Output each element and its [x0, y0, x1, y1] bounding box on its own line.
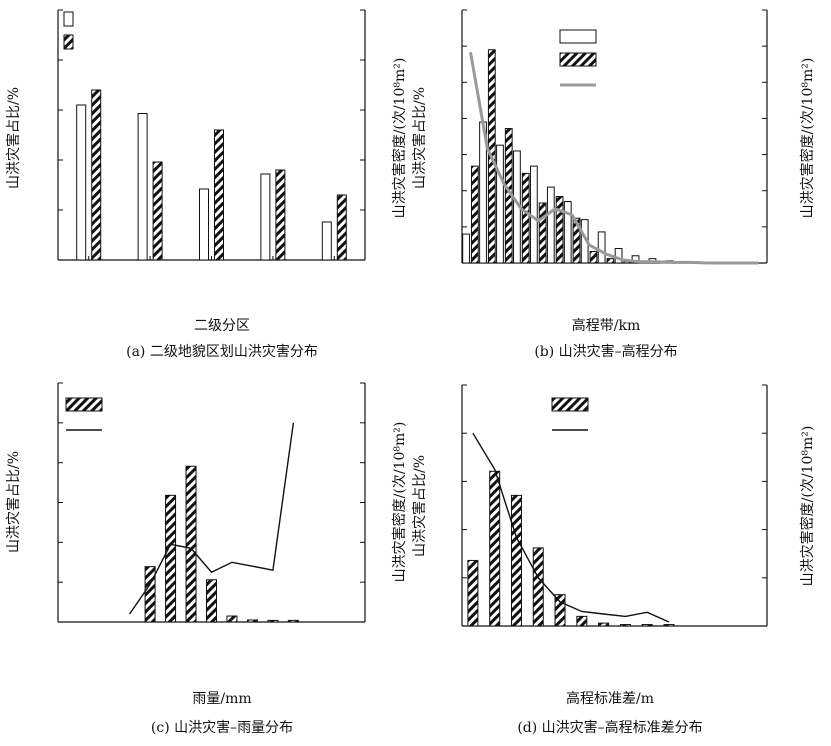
- panel-b-caption: (b) 山洪灾害–高程分布: [534, 343, 677, 360]
- bar-hatch: [206, 579, 217, 623]
- panel-a: (a) 二级地貌区划山洪灾害分布 二级分区 山洪灾害占比/% 山洪灾害密度/(次…: [5, 9, 408, 360]
- bar-hatch: [246, 619, 258, 623]
- bar-share: [260, 173, 271, 261]
- bar-share: [321, 221, 332, 261]
- bar-hatch: [267, 619, 279, 623]
- bar-share: [137, 113, 148, 261]
- legend-swatch-bar: [559, 52, 597, 67]
- panel-a-ylabel2: 山洪灾害密度/(次/10⁸m²): [391, 58, 408, 219]
- legend-swatch-bar: [559, 29, 597, 44]
- bar-hatch: [489, 470, 501, 627]
- bar-hatch: [532, 547, 544, 627]
- bar-hatch: [470, 165, 479, 264]
- bar-hatch: [538, 202, 547, 264]
- bar-density: [91, 89, 102, 261]
- bar-hatch: [287, 619, 299, 623]
- panel-b-ylabel2: 山洪灾害密度/(次/10⁸m²): [799, 58, 816, 219]
- bar-plain: [496, 144, 504, 264]
- panel-d-ylabel2: 山洪灾害密度/(次/10⁸m²): [799, 426, 816, 587]
- panel-d-ylabel: 山洪灾害占比/%: [411, 455, 428, 557]
- bar-hatch: [576, 615, 588, 627]
- bar-hatch: [572, 217, 581, 264]
- bar-share: [199, 188, 209, 261]
- panel-c-ylabel: 山洪灾害占比/%: [5, 451, 22, 553]
- panel-c-xlabel: 雨量/mm: [192, 691, 251, 707]
- bar-plain: [631, 255, 640, 264]
- bar-plain: [597, 231, 606, 264]
- panel-b-ylabel: 山洪灾害占比/%: [411, 87, 428, 189]
- panel-a-ylabel: 山洪灾害占比/%: [5, 87, 22, 189]
- density-line: [129, 422, 295, 615]
- bar-hatch: [589, 250, 598, 264]
- panel-b-xlabel: 高程带/km: [572, 317, 640, 334]
- bar-hatch: [554, 594, 566, 627]
- bar-hatch: [467, 559, 479, 627]
- panel-a-caption: (a) 二级地貌区划山洪灾害分布: [126, 343, 318, 360]
- bar-density: [336, 194, 347, 261]
- panel-a-xlabel: 二级分区: [194, 318, 250, 334]
- bar-hatch: [555, 195, 564, 264]
- bar-hatch: [226, 615, 238, 623]
- bar-hatch: [619, 624, 631, 627]
- bar-plain: [462, 233, 470, 264]
- bar-hatch: [165, 494, 177, 623]
- bar-density: [152, 161, 163, 261]
- legend-swatch-bar: [551, 397, 589, 412]
- bar-plain: [563, 201, 572, 264]
- bar-hatch: [641, 624, 653, 627]
- density-line: [472, 432, 670, 623]
- density-line: [469, 51, 759, 265]
- panel-d: (d) 山洪灾害–高程标准差分布 高程标准差/m 山洪灾害占比/% 山洪灾害密度…: [411, 384, 816, 736]
- bar-hatch: [606, 258, 615, 264]
- panel-c-caption: (c) 山洪灾害–雨量分布: [151, 719, 293, 736]
- legend-swatch-bar: [63, 11, 74, 27]
- bar-hatch: [521, 172, 530, 264]
- bar-hatch: [598, 622, 610, 627]
- bar-plain: [546, 186, 555, 264]
- panel-d-xlabel: 高程标准差/m: [566, 690, 654, 707]
- bar-hatch: [510, 494, 522, 627]
- legend-swatch-bar: [65, 397, 103, 412]
- panel-c: (c) 山洪灾害–雨量分布 雨量/mm 山洪灾害占比/% 山洪灾害密度/(次/1…: [5, 382, 408, 736]
- bar-density: [275, 169, 286, 261]
- panel-b: (b) 山洪灾害–高程分布 高程带/km 山洪灾害占比/% 山洪灾害密度/(次/…: [411, 9, 816, 360]
- bar-density: [214, 129, 224, 261]
- legend-swatch-bar: [63, 34, 74, 50]
- panel-d-caption: (d) 山洪灾害–高程标准差分布: [517, 719, 702, 736]
- bar-hatch: [185, 465, 197, 623]
- bar-share: [76, 104, 87, 261]
- bar-hatch: [663, 624, 675, 627]
- panel-c-ylabel2: 山洪灾害密度/(次/10⁸m²): [391, 422, 408, 583]
- bar-hatch: [144, 566, 156, 623]
